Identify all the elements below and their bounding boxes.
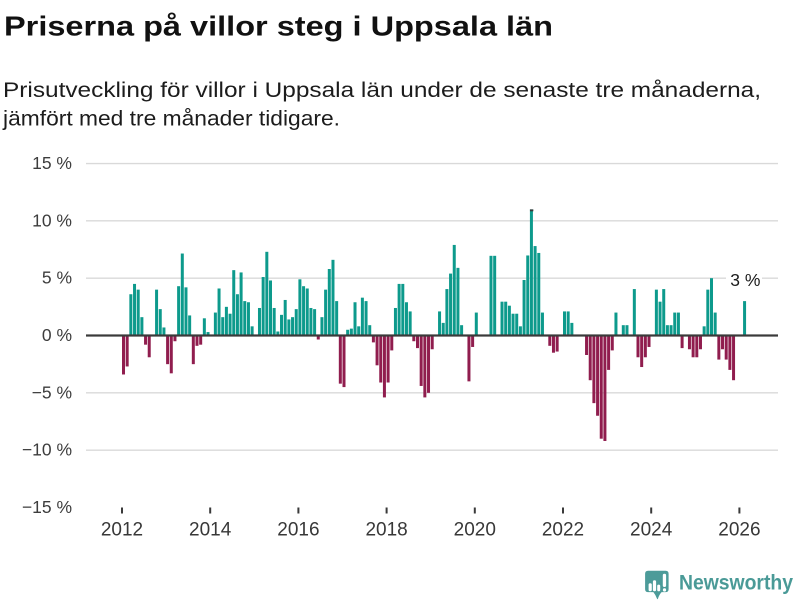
svg-text:Prisutveckling för villor i Up: Prisutveckling för villor i Uppsala län … — [3, 79, 761, 102]
svg-text:3 %: 3 % — [730, 270, 760, 290]
svg-text:jämfört med tre månader tidiga: jämfört med tre månader tidigare. — [2, 108, 340, 131]
svg-text:2016: 2016 — [277, 520, 319, 541]
svg-text:2026: 2026 — [718, 520, 760, 541]
svg-text:−5 %: −5 % — [32, 382, 72, 402]
svg-text:2012: 2012 — [101, 520, 143, 541]
svg-text:15 %: 15 % — [32, 153, 72, 173]
svg-text:2024: 2024 — [630, 520, 673, 541]
svg-text:Priserna på villor steg i Upps: Priserna på villor steg i Uppsala län — [4, 11, 553, 42]
svg-text:2018: 2018 — [365, 520, 407, 541]
svg-text:2022: 2022 — [542, 520, 584, 541]
svg-text:0 %: 0 % — [42, 325, 72, 345]
svg-text:Newsworthy: Newsworthy — [679, 571, 793, 595]
svg-text:2014: 2014 — [189, 520, 232, 541]
svg-text:−10 %: −10 % — [22, 440, 72, 460]
svg-text:10 %: 10 % — [32, 210, 72, 230]
svg-text:2020: 2020 — [454, 520, 496, 541]
svg-text:5 %: 5 % — [42, 268, 72, 288]
svg-text:−15 %: −15 % — [22, 497, 72, 517]
